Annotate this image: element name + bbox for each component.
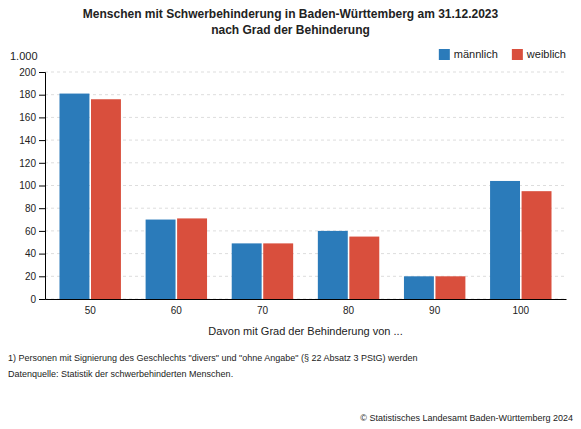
tick-mark — [39, 95, 45, 96]
tick-label: 60 — [25, 226, 37, 237]
bar — [435, 276, 465, 299]
legend-item: männlich — [439, 48, 498, 60]
tick-mark — [39, 299, 45, 300]
tick-label: 120 — [19, 158, 36, 169]
tick: 160 — [19, 112, 45, 123]
legend-item: weiblich — [512, 48, 566, 60]
tick: 80 — [25, 203, 45, 214]
tick-label: 0 — [30, 294, 36, 305]
tick-label: 80 — [343, 305, 355, 316]
tick: 100 — [19, 180, 45, 191]
tick: 20 — [25, 271, 45, 282]
legend-label: männlich — [454, 48, 498, 60]
tick: 120 — [19, 158, 45, 169]
bar — [146, 220, 176, 299]
y-axis-label: 1.000 — [10, 50, 38, 62]
bar — [59, 94, 89, 299]
bar — [232, 243, 262, 299]
tick: 80 — [343, 299, 355, 316]
tick: 140 — [19, 135, 45, 146]
bar — [91, 99, 121, 299]
legend: männlich weiblich — [439, 48, 566, 60]
legend-swatch — [512, 49, 523, 60]
bars — [59, 94, 551, 299]
footnote: 1) Personen mit Signierung des Geschlech… — [8, 353, 418, 363]
x-axis: 50 60 70 80 90 100 — [46, 299, 567, 316]
grid-line — [45, 253, 566, 254]
tick-label: 70 — [257, 305, 269, 316]
chart-svg: Menschen mit Schwerbehinderung in Baden-… — [0, 0, 581, 429]
tick-label: 50 — [85, 305, 97, 316]
bar — [490, 181, 520, 299]
tick-label: 140 — [19, 135, 36, 146]
tick: 60 — [25, 226, 45, 237]
tick: 180 — [19, 89, 45, 100]
tick-label: 90 — [429, 305, 441, 316]
series-1 — [91, 99, 552, 299]
axis-line — [39, 73, 46, 300]
grid-line — [45, 208, 566, 209]
tick-label: 180 — [19, 89, 36, 100]
series-0 — [59, 94, 520, 299]
tick: 90 — [429, 299, 441, 316]
tick-label: 20 — [25, 271, 37, 282]
plot-area: 0 20 40 60 80 100 120 140 160 180 200 50 60 70 80 90 100… — [19, 67, 566, 337]
bar — [522, 191, 552, 299]
tick-mark — [39, 208, 45, 209]
grid — [45, 72, 566, 299]
tick-label: 100 — [512, 305, 529, 316]
tick-mark — [39, 186, 45, 187]
tick: 200 — [19, 67, 45, 78]
tick: 100 — [512, 299, 529, 316]
legend-label: weiblich — [526, 48, 566, 60]
tick-label: 160 — [19, 112, 36, 123]
y-axis: 0 20 40 60 80 100 120 140 160 180 200 — [19, 67, 45, 305]
tick-mark — [39, 276, 45, 277]
tick-label: 200 — [19, 67, 36, 78]
tick: 70 — [257, 299, 269, 316]
grid-line — [45, 299, 566, 300]
grid-line — [45, 230, 566, 231]
bar — [318, 231, 348, 299]
subtitle: nach Grad der Behinderung — [211, 23, 370, 37]
legend-swatch — [439, 49, 450, 60]
tick-label: 80 — [25, 203, 37, 214]
tick: 40 — [25, 248, 45, 259]
tick-mark — [39, 72, 45, 73]
tick: 0 — [30, 294, 45, 305]
grid-line — [45, 117, 566, 118]
bar — [177, 218, 207, 299]
tick-mark — [39, 163, 45, 164]
bar — [263, 243, 293, 299]
x-axis-label: Davon mit Grad der Behinderung von ... — [208, 325, 402, 337]
copyright: © Statistisches Landesamt Baden-Württemb… — [360, 413, 573, 423]
grid-line — [45, 276, 566, 277]
tick-label: 60 — [171, 305, 183, 316]
tick: 60 — [171, 299, 183, 316]
grid-line — [45, 94, 566, 95]
tick-mark — [39, 117, 45, 118]
bar — [349, 237, 379, 299]
grid-line — [45, 72, 566, 73]
tick-label: 100 — [19, 180, 36, 191]
tick-mark — [39, 254, 45, 255]
grid-line — [45, 162, 566, 163]
grid-line — [45, 140, 566, 141]
bar — [404, 276, 434, 299]
footnote: Datenquelle: Statistik der schwerbehinde… — [8, 369, 233, 379]
grid-line — [45, 185, 566, 186]
tick-mark — [39, 231, 45, 232]
tick: 50 — [85, 299, 97, 316]
tick-label: 40 — [25, 248, 37, 259]
title: Menschen mit Schwerbehinderung in Baden-… — [83, 7, 499, 21]
axis-line — [46, 299, 567, 300]
tick-mark — [39, 140, 45, 141]
chart-container: Menschen mit Schwerbehinderung in Baden-… — [0, 0, 581, 429]
